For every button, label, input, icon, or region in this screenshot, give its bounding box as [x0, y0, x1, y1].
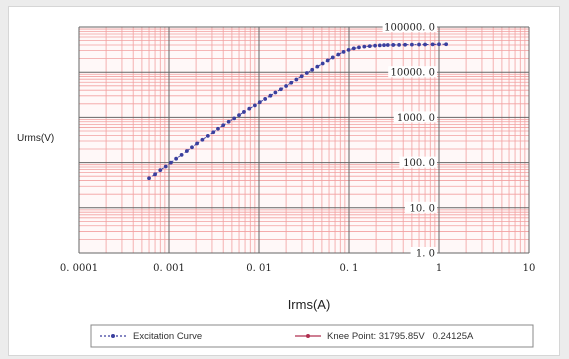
- data-point: [299, 74, 304, 79]
- chart-frame: 1. 0 10. 0 100. 0 1000. 0 10000. 0 100000. 0 …: [8, 6, 560, 356]
- data-point: [216, 126, 220, 131]
- data-point: [190, 145, 194, 150]
- x-tick-label: 10: [523, 263, 536, 274]
- data-point: [444, 42, 449, 47]
- data-point: [247, 106, 252, 111]
- y-tick-label: 10. 0: [410, 203, 435, 214]
- y-tick-label: 100000. 0: [384, 23, 435, 34]
- data-point: [221, 123, 226, 128]
- data-point: [391, 43, 396, 47]
- plot-background: [79, 27, 529, 253]
- major-grid: [78, 26, 530, 254]
- data-point: [284, 84, 288, 88]
- data-point: [205, 133, 210, 138]
- series-layer: [147, 42, 449, 181]
- data-point: [341, 49, 346, 54]
- data-point: [320, 61, 325, 66]
- data-point: [373, 43, 378, 48]
- data-point: [232, 116, 237, 121]
- data-point: [158, 168, 163, 173]
- y-tick-label: 1000. 0: [397, 113, 435, 124]
- data-point: [385, 43, 390, 47]
- x-tick-label: 0. 01: [246, 263, 271, 274]
- y-tick-label-bg: [399, 156, 437, 168]
- data-point: [278, 87, 283, 92]
- data-point: [257, 100, 262, 105]
- data-point: [153, 172, 157, 177]
- data-point: [357, 45, 361, 50]
- y-tick-label-bg: [405, 201, 437, 213]
- data-point: [382, 43, 386, 48]
- x-tick-label: 0. 001: [153, 263, 185, 274]
- data-point: [252, 103, 257, 108]
- data-point: [430, 42, 435, 47]
- data-point: [346, 47, 351, 52]
- data-point: [163, 164, 168, 169]
- data-point: [377, 43, 382, 48]
- data-point: [397, 42, 401, 47]
- data-point: [268, 93, 273, 98]
- data-point: [242, 110, 246, 114]
- data-point: [336, 52, 341, 57]
- y-tick-labels: 1. 0 10. 0 100. 0 1000. 0 10000. 0 100000. 0: [382, 21, 437, 260]
- legend-label-excitation: Excitation Curve: [133, 331, 202, 342]
- data-point: [147, 176, 151, 181]
- y-tick-label-bg: [393, 111, 437, 123]
- x-tick-label: 0. 0001: [60, 263, 98, 274]
- y-tick-label-bg: [388, 66, 437, 78]
- data-point: [310, 67, 315, 72]
- data-point: [417, 42, 421, 47]
- x-tick-labels: 0. 0001 0. 001 0. 01 0. 1 1 10: [60, 263, 535, 274]
- y-tick-label: 100. 0: [403, 158, 435, 169]
- y-tick-label: 1. 0: [416, 249, 435, 260]
- data-point: [289, 80, 294, 85]
- legend-marker-excitation: [111, 334, 115, 338]
- data-point: [184, 149, 189, 153]
- data-point: [362, 44, 367, 49]
- data-point: [294, 77, 299, 82]
- y-axis-label: Urms(V): [17, 133, 54, 144]
- data-point: [179, 153, 184, 157]
- data-point: [200, 137, 205, 142]
- data-point: [304, 71, 309, 75]
- data-point: [423, 42, 427, 47]
- legend: Excitation Curve Knee Point: 31795.85V 0…: [90, 324, 534, 348]
- data-point: [174, 156, 179, 161]
- y-tick-label: 10000. 0: [390, 68, 435, 79]
- data-point: [226, 119, 231, 124]
- y-tick-label-bg: [410, 247, 437, 258]
- data-point: [315, 64, 320, 69]
- y-tick-label-bg: [382, 21, 437, 32]
- data-point: [437, 42, 441, 47]
- data-point: [169, 160, 173, 165]
- data-point: [273, 90, 278, 95]
- legend-marker-knee: [306, 334, 310, 338]
- x-tick-label: 0. 1: [339, 263, 358, 274]
- data-point: [410, 42, 414, 47]
- data-point: [330, 55, 335, 60]
- data-point: [351, 46, 356, 51]
- data-point: [263, 97, 268, 101]
- data-point: [403, 42, 407, 47]
- data-point: [367, 44, 372, 48]
- legend-label-knee: Knee Point: 31795.85V 0.24125A: [327, 331, 474, 342]
- x-axis-label: Irms(A): [288, 297, 331, 312]
- data-point: [237, 113, 241, 118]
- x-tick-label: 1: [436, 263, 442, 274]
- data-point: [325, 58, 330, 63]
- data-point: [211, 130, 216, 135]
- minor-grid: [79, 27, 529, 253]
- data-point: [195, 141, 199, 146]
